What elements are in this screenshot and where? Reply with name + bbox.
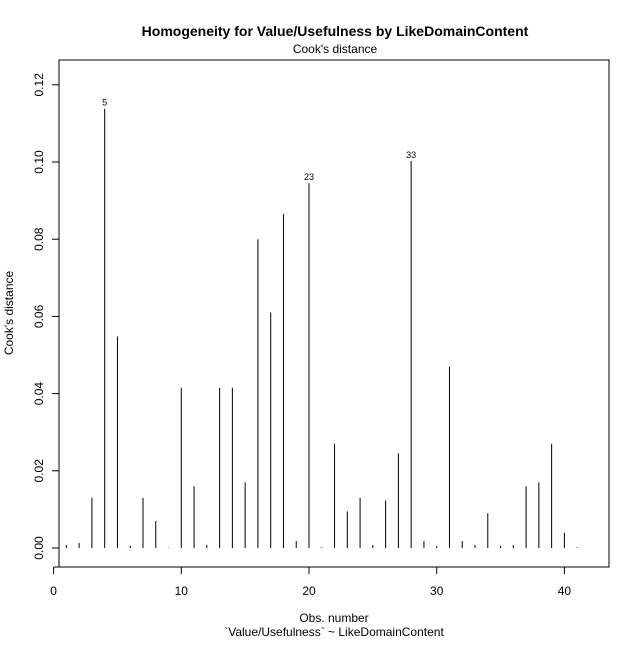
y-tick-label: 0.02 — [32, 459, 46, 483]
point-label: 5 — [102, 98, 107, 108]
x-axis: 0 10 20 30 40 — [50, 566, 572, 598]
chart-title: Homogeneity for Value/Usefulness by Like… — [142, 23, 529, 39]
x-axis-label: Obs. number — [299, 611, 368, 625]
x-tick-label: 10 — [175, 584, 189, 598]
point-label: 33 — [406, 150, 416, 160]
x-tick-label: 40 — [558, 584, 572, 598]
y-axis-label: Cook's distance — [2, 271, 16, 356]
y-tick-label: 0.06 — [32, 304, 46, 328]
x-tick-label: 0 — [50, 584, 57, 598]
point-label: 23 — [304, 172, 314, 182]
y-tick-label: 0.10 — [32, 150, 46, 174]
chart-subtitle: Cook's distance — [293, 42, 378, 56]
x-axis-sublabel: `Value/Usefulness` ~ LikeDomainContent — [224, 625, 444, 639]
y-tick-label: 0.08 — [32, 227, 46, 251]
point-labels-group: 5 23 33 — [102, 98, 416, 182]
x-tick-label: 30 — [430, 584, 444, 598]
y-tick-label: 0.00 — [32, 536, 46, 560]
bars-group — [65, 108, 578, 548]
y-tick-label: 0.12 — [32, 73, 46, 97]
y-axis: 0.00 0.02 0.04 0.06 0.08 0.10 0.12 — [32, 73, 60, 560]
x-tick-label: 20 — [302, 584, 316, 598]
y-tick-label: 0.04 — [32, 382, 46, 406]
